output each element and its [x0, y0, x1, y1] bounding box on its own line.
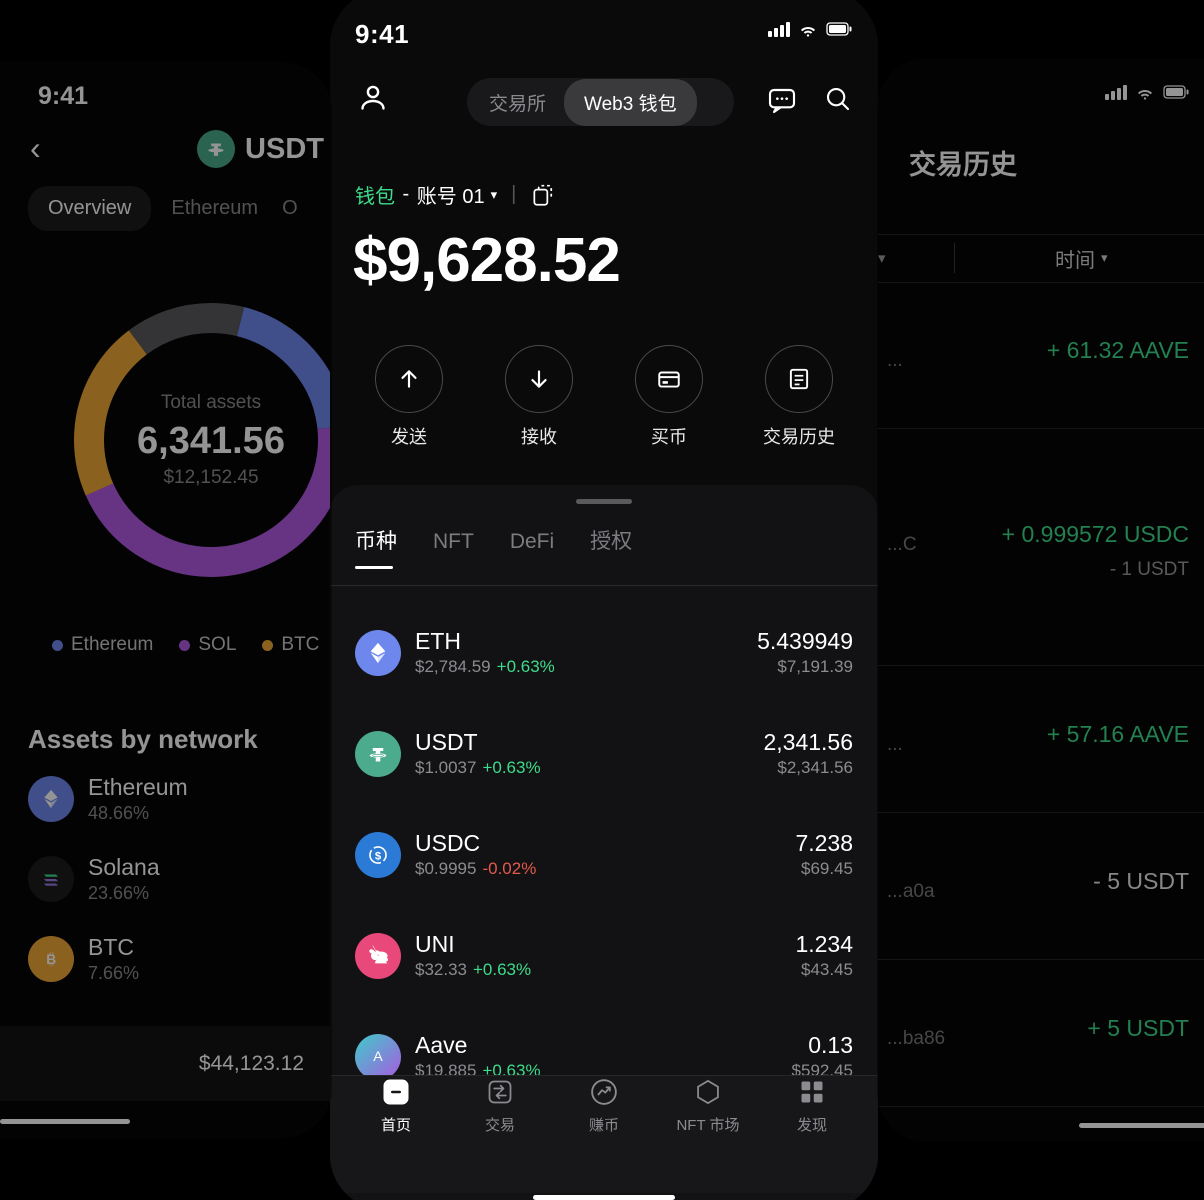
- svg-text:$: $: [375, 850, 382, 862]
- svg-text:A: A: [373, 1049, 383, 1065]
